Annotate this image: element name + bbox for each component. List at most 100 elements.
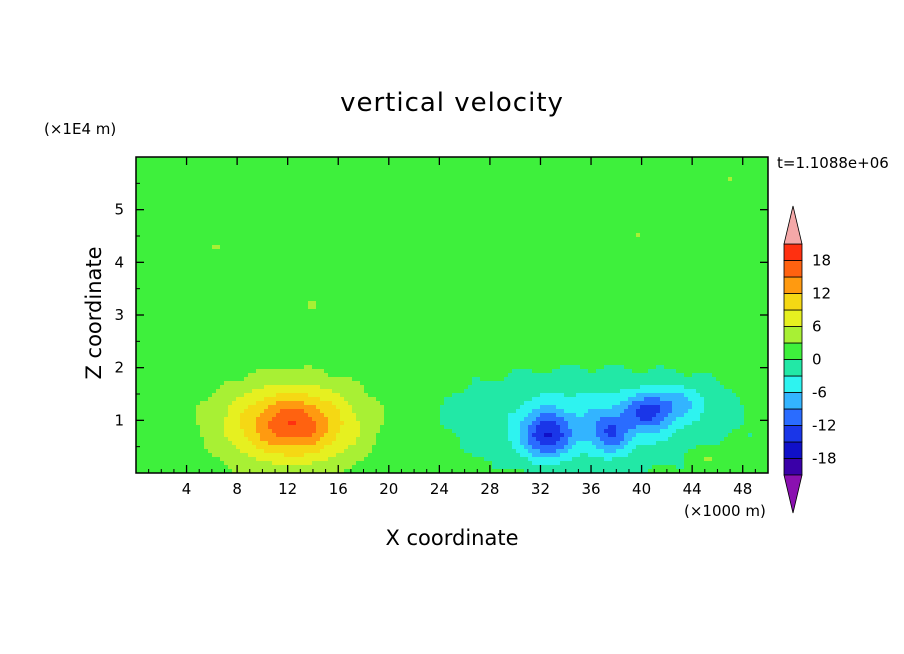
field-cell	[316, 365, 321, 370]
field-cell	[288, 469, 293, 473]
field-cell	[248, 281, 253, 286]
field-cell	[376, 157, 381, 162]
field-cell	[164, 349, 169, 354]
field-cell	[136, 213, 141, 218]
field-cell	[228, 377, 233, 382]
field-cell	[288, 373, 293, 378]
field-cell	[380, 353, 385, 358]
field-cell	[268, 313, 273, 318]
field-cell	[312, 425, 317, 430]
field-cell	[144, 413, 149, 418]
field-cell	[240, 413, 245, 418]
field-cell	[376, 353, 381, 358]
field-cell	[268, 173, 273, 178]
field-cell	[220, 425, 225, 430]
field-cell	[280, 377, 285, 382]
field-cell	[248, 425, 253, 430]
field-cell	[232, 341, 237, 346]
field-cell	[360, 257, 365, 262]
field-cell	[148, 437, 153, 442]
field-cell	[360, 437, 365, 442]
field-cell	[244, 405, 249, 410]
field-cell	[264, 189, 269, 194]
field-cell	[368, 445, 373, 450]
field-cell	[164, 297, 169, 302]
field-cell	[252, 449, 257, 454]
field-cell	[236, 421, 241, 426]
field-cell	[264, 221, 269, 226]
field-cell	[236, 269, 241, 274]
field-cell	[252, 257, 257, 262]
field-cell	[304, 457, 309, 462]
field-cell	[368, 249, 373, 254]
field-cell	[168, 409, 173, 414]
field-cell	[308, 241, 313, 246]
field-cell	[248, 229, 253, 234]
field-cell	[164, 277, 169, 282]
field-cell	[252, 297, 257, 302]
field-cell	[360, 449, 365, 454]
field-cell	[180, 285, 185, 290]
field-cell	[208, 353, 213, 358]
field-cell	[328, 273, 333, 278]
field-cell	[144, 345, 149, 350]
field-cell	[216, 229, 221, 234]
field-cell	[296, 421, 301, 426]
field-cell	[296, 177, 301, 182]
field-cell	[288, 225, 293, 230]
field-cell	[252, 173, 257, 178]
field-cell	[224, 465, 229, 470]
field-cell	[252, 261, 257, 266]
field-cell	[280, 281, 285, 286]
field-cell	[344, 261, 349, 266]
field-cell	[264, 305, 269, 310]
field-cell	[140, 237, 145, 242]
field-cell	[192, 381, 197, 386]
field-cell	[332, 353, 337, 358]
field-cell	[368, 441, 373, 446]
field-cell	[240, 397, 245, 402]
field-cell	[180, 189, 185, 194]
field-cell	[276, 305, 281, 310]
field-cell	[352, 261, 357, 266]
field-cell	[188, 397, 193, 402]
field-cell	[380, 349, 385, 354]
field-cell	[352, 269, 357, 274]
field-cell	[248, 253, 253, 258]
field-cell	[296, 353, 301, 358]
field-cell	[336, 277, 341, 282]
field-cell	[156, 253, 161, 258]
field-cell	[316, 201, 321, 206]
field-cell	[360, 393, 365, 398]
field-cell	[184, 365, 189, 370]
field-cell	[208, 349, 213, 354]
field-cell	[164, 405, 169, 410]
field-cell	[148, 445, 153, 450]
field-cell	[160, 469, 165, 473]
field-cell	[308, 333, 313, 338]
field-cell	[308, 205, 313, 210]
field-cell	[136, 417, 141, 422]
field-cell	[348, 157, 353, 162]
field-cell	[348, 409, 353, 414]
field-cell	[312, 273, 317, 278]
field-cell	[260, 345, 265, 350]
field-cell	[304, 197, 309, 202]
field-cell	[368, 333, 373, 338]
field-cell	[164, 309, 169, 314]
field-cell	[224, 453, 229, 458]
field-cell	[292, 249, 297, 254]
field-cell	[164, 397, 169, 402]
field-cell	[136, 385, 141, 390]
field-cell	[232, 321, 237, 326]
field-cell	[304, 377, 309, 382]
field-cell	[260, 245, 265, 250]
field-cell	[164, 465, 169, 470]
field-cell	[324, 213, 329, 218]
field-cell	[188, 169, 193, 174]
field-cell	[180, 305, 185, 310]
field-cell	[288, 349, 293, 354]
field-cell	[336, 449, 341, 454]
field-cell	[200, 173, 205, 178]
field-cell	[328, 277, 333, 282]
